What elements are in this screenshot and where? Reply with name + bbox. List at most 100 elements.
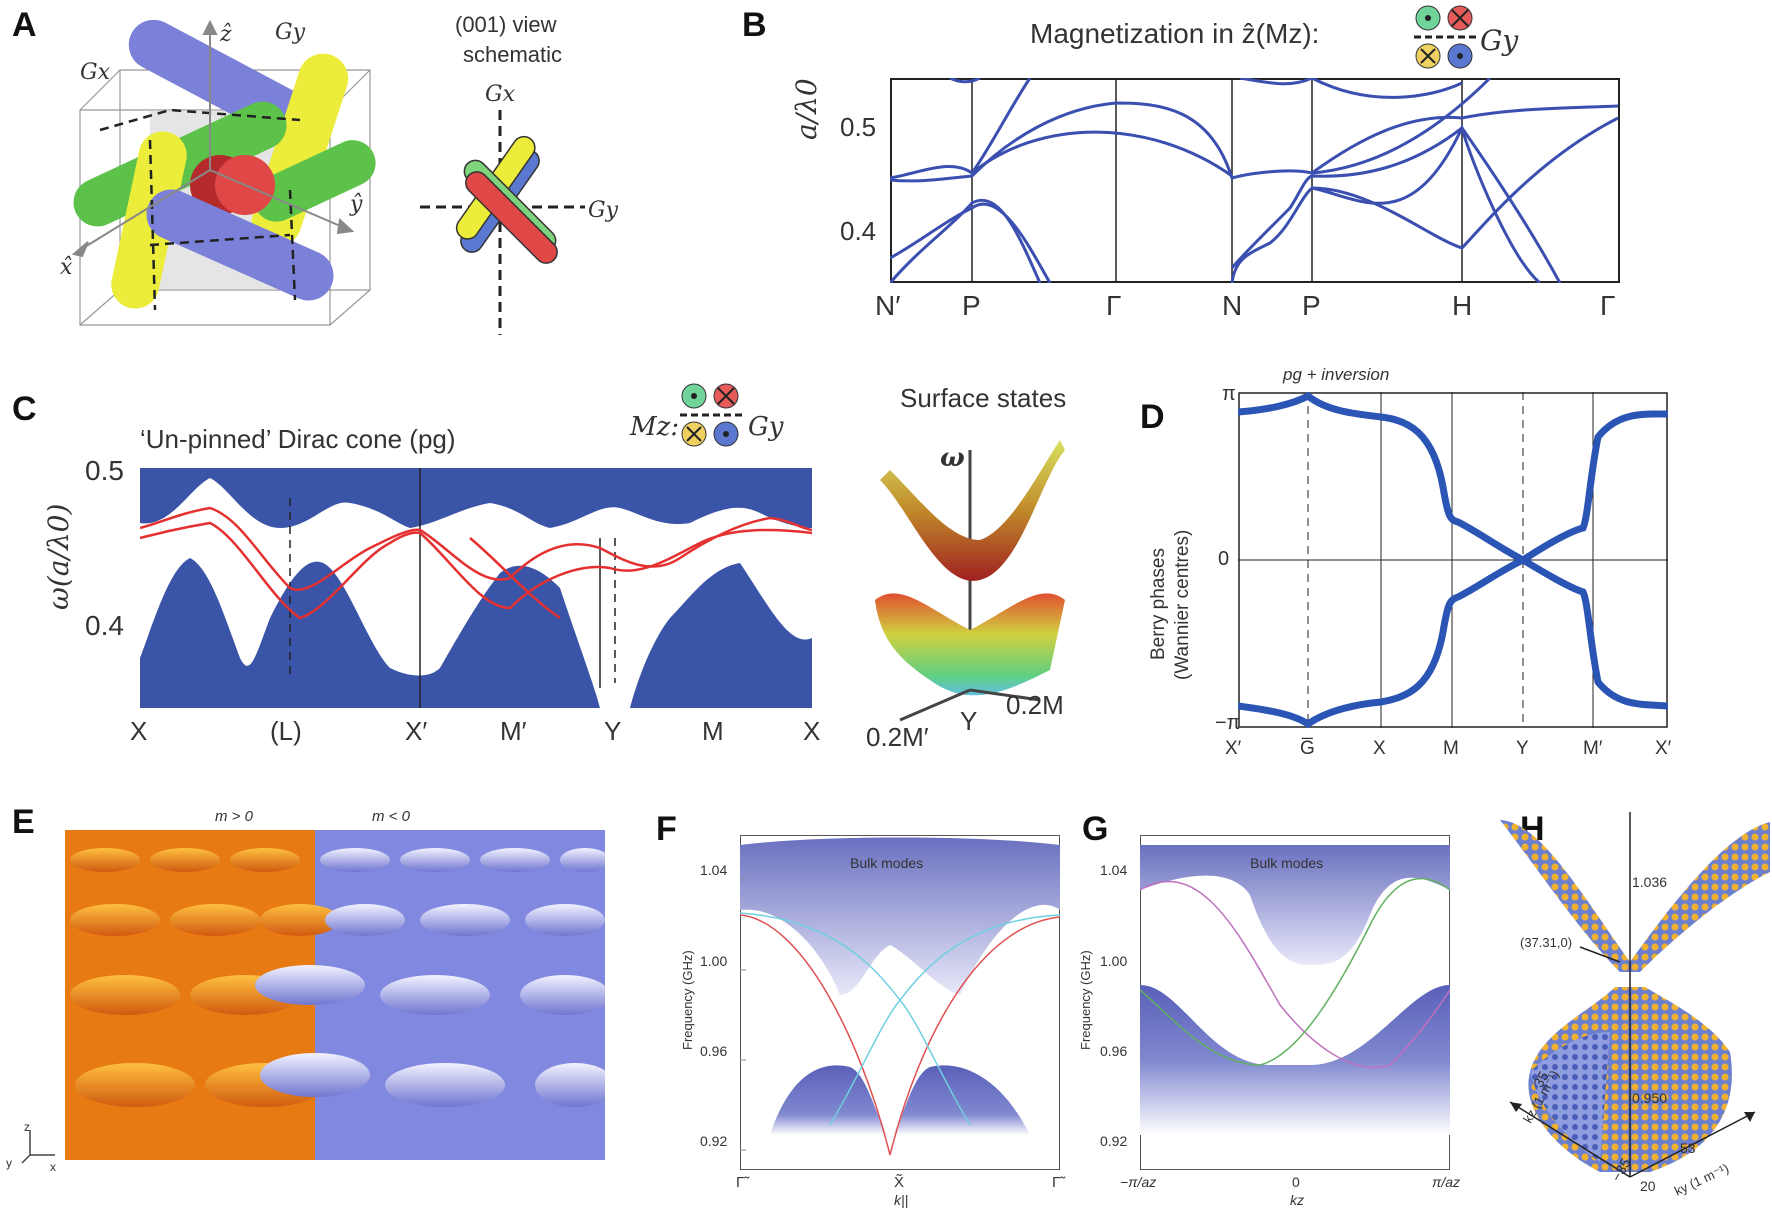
- panel-f-ylabel: Frequency (GHz): [680, 950, 695, 1050]
- panel-letter-g: G: [1082, 810, 1109, 848]
- panel-h-val-bottom: 0.950: [1632, 1090, 1668, 1106]
- surface-label-0: 0.2M′: [866, 722, 929, 752]
- panel-d-xtick-2: X: [1373, 738, 1386, 759]
- panel-c-projected-bands: [140, 468, 812, 708]
- panel-c-surface-bands: [140, 506, 812, 620]
- panel-c-ytick-0: 0.5: [85, 455, 124, 486]
- panel-b-xtick-3: N: [1222, 290, 1243, 321]
- panel-d-title: pg + inversion: [1283, 365, 1390, 384]
- panel-c-xtick-3: M′: [500, 716, 527, 746]
- panel-d-wannier-plot: [1238, 392, 1668, 728]
- panel-b-xtick-0: N′: [875, 290, 901, 321]
- panel-d-xtick-1: G̅: [1300, 738, 1315, 759]
- panel-f-xlabel: k||: [894, 1192, 909, 1208]
- panel-c-xtick-4: Y: [604, 716, 622, 746]
- panel-b-legend: [1414, 5, 1476, 69]
- panel-f-ytick-1: 1.00: [700, 953, 728, 969]
- panel-g-bulk-label: Bulk modes: [1250, 855, 1324, 871]
- panel-b-xtick-6: Γ: [1600, 290, 1616, 321]
- panel-e-axis-z: z: [24, 1120, 30, 1134]
- panel-c-legend-gy: Gy: [748, 412, 784, 442]
- panel-d-ytick-2: −π: [1215, 712, 1241, 734]
- panel-c-xtick-1: (L): [270, 716, 302, 746]
- axes: [71, 20, 355, 258]
- schematic-title-line2: schematic: [463, 42, 563, 67]
- panel-c-ylabel: ω(a/λ0): [42, 503, 75, 610]
- panel-d-xtick-0: X′: [1225, 738, 1242, 759]
- surface-states-3d: [875, 440, 1065, 722]
- surface-omega-label: ω: [940, 443, 965, 473]
- panel-b-legend-gy: Gy: [1480, 24, 1519, 57]
- panel-b-bands: [890, 78, 1619, 283]
- panel-g-ytick-3: 0.92: [1100, 1133, 1128, 1149]
- panel-letter-b: B: [742, 6, 767, 44]
- panel-h-point-label: (37.31,0): [1520, 935, 1573, 950]
- panel-g-ytick-1: 1.00: [1100, 953, 1128, 969]
- panel-f-ytick-2: 0.96: [700, 1043, 728, 1059]
- schematic-red-rod: [465, 171, 558, 264]
- panel-c-legend: [680, 383, 742, 447]
- panel-d-xtick-6: X′: [1655, 738, 1672, 759]
- panel-h-ky-tick-1: 53: [1680, 1140, 1696, 1156]
- cylinder-lattice-3d: [71, 20, 376, 326]
- plane-outline: [99, 108, 301, 311]
- panel-g-ytick-0: 1.04: [1100, 862, 1128, 878]
- panel-g-ylabel: Frequency (GHz): [1078, 950, 1093, 1050]
- panel-b-band-structure: [890, 78, 1620, 283]
- panel-f-xtick-2: Γ̃: [1052, 1174, 1061, 1191]
- panel-d-xtick-5: M′: [1583, 738, 1603, 759]
- cylinder-blue-bottom: [146, 189, 334, 301]
- panel-f-bulk-label: Bulk modes: [850, 855, 924, 871]
- panel-c-mz-label: Mz:: [630, 412, 680, 442]
- panel-c-title: ‘Un-pinned’ Dirac cone (pg): [140, 424, 456, 454]
- panel-g-xtick-0: −π/az: [1120, 1174, 1157, 1190]
- surface-states-title: Surface states: [900, 383, 1067, 413]
- panel-c-xtick-5: M: [702, 716, 724, 746]
- panel-e-axes-icon: [21, 1130, 55, 1164]
- panel-b-xtick-2: Γ: [1106, 290, 1122, 321]
- panel-d-berry-curves: [1238, 392, 1668, 728]
- panel-c-ytick-1: 0.4: [85, 610, 124, 641]
- schematic-001-view: [420, 110, 585, 335]
- panel-e-m-neg: m < 0: [372, 808, 410, 825]
- panel-d-xtick-4: Y: [1516, 738, 1529, 759]
- panel-h-dirac-cone-3d: [1500, 812, 1770, 1178]
- panel-f-ytick-0: 1.04: [700, 862, 728, 878]
- schematic-gx-label: Gx: [485, 82, 515, 107]
- panel-g-xtick-2: π/az: [1432, 1174, 1461, 1190]
- panel-d-ylabel-2: (Wannier centres): [1172, 529, 1193, 680]
- panel-b-ytick-1: 0.4: [840, 216, 877, 246]
- schematic-title-line1: (001) view: [455, 12, 557, 37]
- axis-y-label: ŷ: [350, 192, 363, 217]
- panel-f-plot: [740, 835, 1060, 1170]
- panel-b-xtick-5: H: [1452, 290, 1473, 321]
- panel-e-axis-y: y: [6, 1156, 12, 1170]
- surface-label-2: 0.2M: [1006, 690, 1064, 720]
- axis-z-label: ẑ: [220, 22, 232, 47]
- panel-c-xtick-6: X: [803, 716, 821, 746]
- panel-b-xtick-1: P: [962, 290, 981, 321]
- panel-d-ytick-0: π: [1222, 383, 1236, 405]
- panel-d-xtick-3: M: [1443, 738, 1459, 759]
- surface-label-1: Y: [960, 706, 978, 736]
- panel-letter-d: D: [1140, 398, 1165, 436]
- panel-f-xtick-0: Γ̃: [736, 1174, 745, 1191]
- panel-c-xtick-0: X: [130, 716, 148, 746]
- panel-b-xtick-4: P: [1302, 290, 1321, 321]
- panel-letter-c: C: [12, 390, 37, 428]
- panel-d-ylabel-1: Berry phases: [1148, 548, 1169, 660]
- gy-label: Gy: [275, 20, 306, 45]
- panel-e-axis-x: x: [50, 1160, 56, 1174]
- schematic-gy-label: Gy: [588, 198, 619, 223]
- panel-d-ytick-1: 0: [1218, 548, 1230, 570]
- panel-h-val-top: 1.036: [1632, 874, 1668, 890]
- panel-b-ylabel: a/λ0: [790, 78, 823, 140]
- gx-label: Gx: [80, 60, 110, 85]
- panel-f-xtick-1: X̃: [894, 1174, 905, 1191]
- panel-b-title: Magnetization in ẑ(Mz):: [1030, 18, 1320, 49]
- panel-g-ytick-2: 0.96: [1100, 1043, 1128, 1059]
- panel-letter-e: E: [12, 803, 35, 841]
- axis-x-label: x̂: [60, 255, 73, 280]
- panel-g-xtick-1: 0: [1292, 1174, 1300, 1190]
- panel-f-ytick-3: 0.92: [700, 1133, 728, 1149]
